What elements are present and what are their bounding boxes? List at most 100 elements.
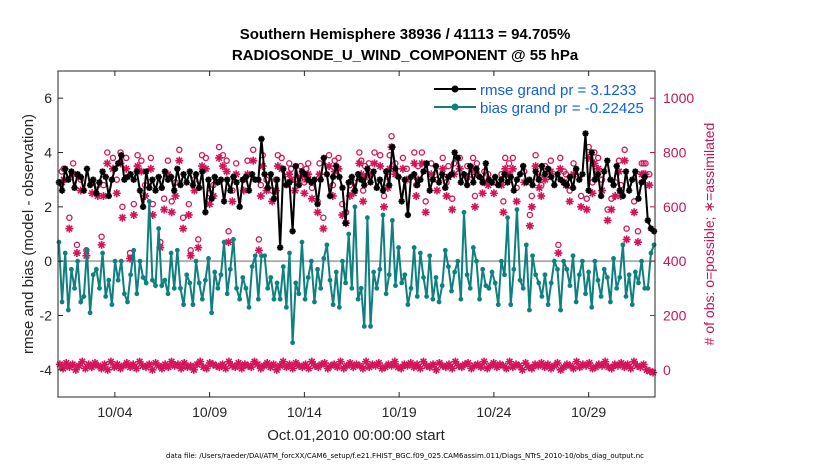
obs-possible-point [532, 151, 539, 159]
obs-possible-point [376, 151, 384, 159]
bias-point [520, 285, 526, 291]
bias-point [308, 258, 314, 264]
rmse-point [613, 162, 620, 170]
obs-assimilated-point [438, 164, 447, 173]
obs-assimilated-point [285, 170, 294, 179]
rmse-point [454, 154, 461, 162]
rmse-point [208, 195, 215, 202]
bias-point [56, 239, 62, 245]
axis-ticks-layer: -4 -2 0 2 4 6 0 200 400 600 800 1000 10/04 10/09 10/14… [40, 71, 694, 420]
rmse-point [560, 179, 567, 186]
rmse-point [482, 160, 490, 167]
obs-assimilated-low-point [374, 359, 383, 368]
obs-assimilated-point [349, 189, 358, 198]
obs-possible-point [509, 154, 517, 162]
obs-assimilated-low-point [470, 361, 479, 370]
obs-assimilated-low-point [448, 364, 457, 373]
rmse-point [548, 173, 555, 181]
obs-assimilated-low-point [301, 360, 310, 369]
bias-point [542, 272, 548, 278]
obs-assimilated-point [313, 208, 322, 217]
obs-assimilated-low-point [55, 360, 64, 369]
y-left-tick-label: 6 [44, 90, 52, 106]
obs-assimilated-point [537, 191, 546, 200]
obs-assimilated-point [224, 238, 233, 247]
obs-assimilated-low-point [464, 359, 473, 368]
bias-point [555, 266, 560, 272]
obs-assimilated-point [65, 224, 74, 233]
bias-point [62, 250, 68, 256]
obs-assimilated-low-point [441, 363, 450, 372]
rmse-point [473, 165, 480, 172]
bias-point [433, 275, 439, 280]
rmse-point [622, 168, 630, 175]
rmse-point [93, 190, 100, 197]
obs-assimilated-low-point [221, 364, 230, 373]
bias-point [118, 258, 124, 264]
bias-point [209, 310, 215, 316]
bias-point [452, 269, 458, 275]
obs-possible-point [555, 241, 562, 249]
bias-point [112, 258, 118, 264]
rmse-point [476, 173, 483, 181]
rmse-point [451, 149, 458, 156]
obs-assimilated-low-point [642, 365, 651, 374]
obs-possible-point [621, 146, 628, 154]
obs-assimilated-point [531, 162, 540, 171]
bias-point [393, 283, 398, 289]
bias-point [623, 294, 629, 299]
obs-assimilated-low-point [189, 365, 198, 374]
rmse-point [326, 192, 334, 200]
bias-point [604, 275, 610, 280]
y-right-tick-label: 400 [663, 253, 687, 269]
obs-possible-point [505, 160, 513, 167]
obs-assimilated-low-point [228, 361, 237, 370]
rmse-point [367, 179, 374, 186]
obs-assimilated-point [554, 249, 563, 258]
rmse-point [526, 176, 533, 183]
bias-point [277, 296, 283, 302]
obs-assimilated-low-point [87, 363, 96, 372]
rmse-point [382, 168, 390, 175]
bias-point [405, 302, 411, 308]
obs-assimilated-point [273, 162, 282, 171]
rmse-point [189, 181, 197, 189]
bias-point [639, 258, 644, 264]
obs-assimilated-point [417, 159, 426, 168]
obs-possible-point [185, 200, 193, 208]
bias-point [389, 218, 395, 223]
rmse-point [529, 181, 536, 189]
bias-point [78, 299, 84, 305]
rmse-point [364, 165, 371, 172]
obs-assimilated-low-point [499, 361, 508, 370]
obs-assimilated-point [427, 170, 436, 179]
obs-possible-point [198, 151, 206, 159]
bias-point [193, 258, 199, 264]
rmse-point [142, 168, 150, 175]
obs-assimilated-low-point [553, 359, 562, 368]
rmse-point [111, 165, 119, 172]
obs-assimilated-low-point [75, 361, 84, 370]
bias-point [592, 258, 598, 264]
bias-point [290, 340, 296, 346]
x-tick-label: 10/14 [287, 404, 322, 420]
obs-possible-point [411, 149, 418, 156]
bias-point [411, 245, 417, 250]
obs-assimilated-low-point [483, 364, 492, 373]
obs-assimilated-low-point [511, 360, 520, 369]
obs-assimilated-low-point [349, 363, 358, 372]
rmse-point [308, 179, 315, 186]
bias-point [636, 280, 641, 286]
obs-assimilated-low-point [384, 360, 393, 369]
bias-point [598, 294, 604, 299]
rmse-point [647, 225, 655, 232]
obs-assimilated-low-point [240, 360, 249, 369]
bias-point [396, 245, 401, 250]
rmse-point [373, 184, 380, 192]
rmse-point [629, 176, 636, 183]
rmse-point [77, 173, 84, 181]
bias-point [511, 266, 517, 272]
rmse-point [395, 173, 402, 181]
bias-point [368, 323, 373, 329]
rmse-point [199, 168, 206, 175]
